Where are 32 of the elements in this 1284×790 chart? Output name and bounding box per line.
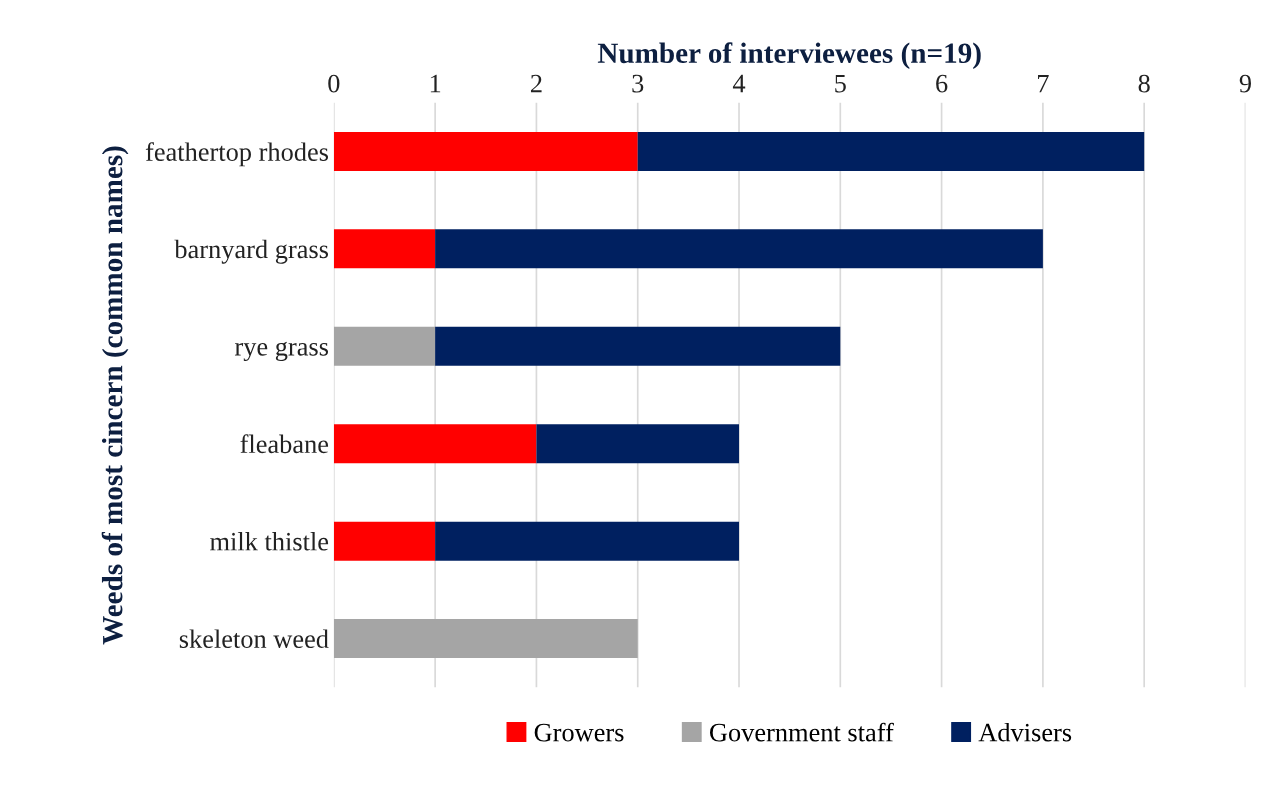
bar — [333, 229, 436, 269]
x-axis-title: Number of interviewees (n=19) — [597, 42, 981, 70]
bar — [637, 131, 1145, 171]
y-tick-label: feathertop rhodes — [145, 142, 329, 167]
x-tick-label: 6 — [936, 74, 948, 93]
x-tick-label: 1 — [430, 74, 441, 93]
x-tick-label: 3 — [632, 74, 644, 93]
legend-label: Growers — [534, 723, 624, 742]
bar — [333, 131, 638, 171]
bar — [435, 521, 740, 561]
bar — [333, 619, 638, 659]
bar — [435, 326, 841, 366]
bar — [333, 326, 436, 366]
y-tick-label: rye grass — [234, 341, 329, 362]
y-axis-title: Weeds of most cincern (common names) — [101, 146, 129, 645]
x-tick-label: 8 — [1138, 74, 1150, 93]
bar — [536, 424, 740, 464]
x-tick-label: 7 — [1038, 74, 1049, 93]
legend-label: Government staff — [710, 722, 894, 742]
x-tick-label: 0 — [328, 74, 340, 93]
y-tick-label: barnyard grass — [174, 239, 329, 264]
y-tick-label: skeleton weed — [179, 629, 329, 648]
x-tick-label: 5 — [835, 74, 846, 93]
y-tick-label: milk thistle — [210, 531, 329, 551]
legend-label: Advisers — [978, 722, 1072, 742]
x-tick-label: 4 — [732, 74, 746, 93]
bar — [333, 521, 436, 561]
y-tick-label: fleabane — [240, 434, 329, 454]
x-tick-label: 2 — [530, 74, 542, 93]
bar — [435, 229, 1043, 269]
x-tick-label: 9 — [1239, 74, 1251, 93]
bar — [333, 424, 537, 464]
